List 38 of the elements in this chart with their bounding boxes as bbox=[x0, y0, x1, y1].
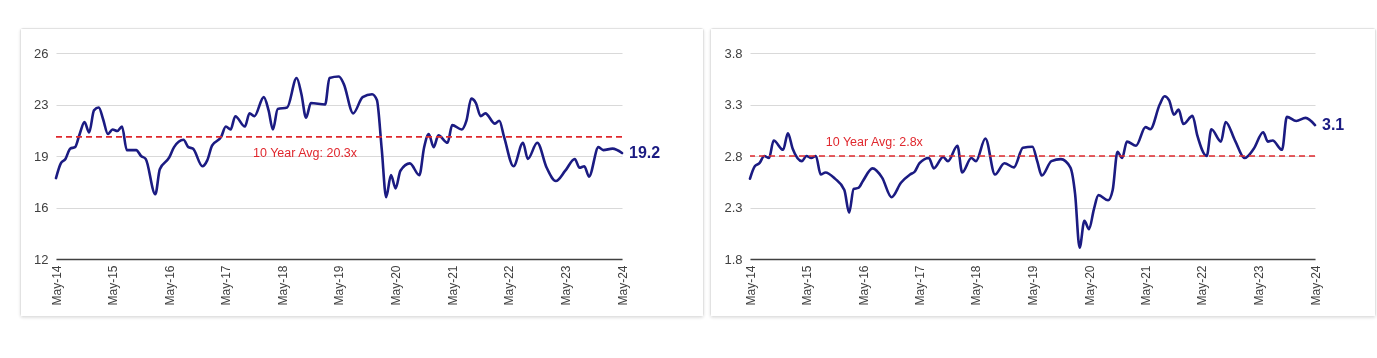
y-tick-label: 23 bbox=[34, 97, 49, 112]
x-tick-label: May-14 bbox=[49, 265, 64, 306]
y-tick-label: 19 bbox=[34, 148, 49, 164]
y-tick-label: 3.8 bbox=[724, 45, 743, 61]
y-tick-label: 16 bbox=[34, 200, 49, 215]
ref-line-label: 10 Year Avg: 2.8x bbox=[825, 135, 924, 149]
line-series bbox=[748, 94, 1317, 249]
x-tick-label: May-20 bbox=[389, 265, 404, 306]
x-tick-label: May-19 bbox=[1025, 265, 1040, 306]
x-tick-label: May-21 bbox=[445, 265, 460, 306]
y-tick-label: 26 bbox=[34, 45, 49, 61]
x-tick-label: May-16 bbox=[856, 265, 871, 306]
x-tick-label: May-14 bbox=[743, 265, 758, 306]
x-tick-label: May-21 bbox=[1138, 265, 1153, 306]
x-tick-label: May-17 bbox=[913, 265, 928, 306]
line-series bbox=[54, 75, 624, 199]
x-tick-label: May-24 bbox=[1308, 265, 1323, 306]
data-label: 19.2 bbox=[629, 144, 661, 162]
x-tick-label: May-22 bbox=[502, 265, 517, 306]
data-label: 3.1 bbox=[1322, 116, 1345, 134]
x-tick-label: May-18 bbox=[969, 265, 984, 306]
y-tick-label: 1.8 bbox=[724, 251, 743, 267]
x-tick-label: May-22 bbox=[1195, 265, 1210, 306]
x-tick-label: May-24 bbox=[615, 265, 630, 306]
y-tick-label: 2.8 bbox=[724, 148, 743, 164]
x-tick-label: May-23 bbox=[1251, 265, 1266, 306]
y-tick-label: 12 bbox=[34, 251, 49, 267]
x-tick-label: May-19 bbox=[332, 265, 347, 306]
x-tick-label: May-20 bbox=[1082, 265, 1097, 306]
x-tick-label: May-23 bbox=[558, 265, 573, 306]
ref-line-label: 10 Year Avg: 20.3x bbox=[253, 145, 358, 160]
y-tick-label: 2.3 bbox=[724, 200, 743, 215]
x-tick-label: May-17 bbox=[219, 265, 234, 306]
y-tick-label: 3.3 bbox=[724, 97, 743, 112]
x-tick-label: May-18 bbox=[275, 265, 290, 306]
x-tick-label: May-16 bbox=[162, 265, 177, 306]
x-tick-label: May-15 bbox=[799, 265, 814, 306]
x-tick-label: May-15 bbox=[106, 265, 121, 306]
